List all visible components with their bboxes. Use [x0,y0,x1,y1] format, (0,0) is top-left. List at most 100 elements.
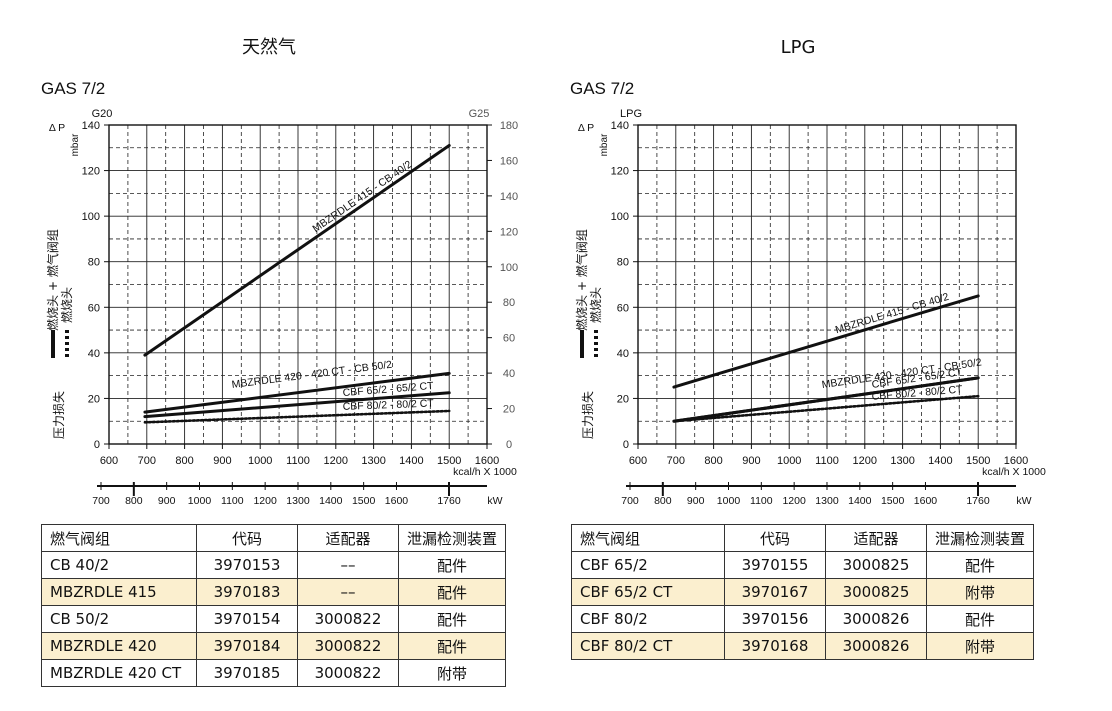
x-axis-unit: kcal/h X 1000 [453,466,517,478]
kw-tick-label: 1500 [352,495,376,507]
series-line [143,144,451,357]
table-row: CBF 65/2 CT 3970167 3000825 附带 [571,578,1035,606]
cell-gas-train: MBZRDLE 415 [41,578,197,606]
kw-tick-label: 1600 [385,495,409,507]
kw-tick-label: 1000 [717,495,741,507]
x-tick-label: 1000 [777,455,801,467]
y-tick-label: 0 [94,439,100,451]
y-tick-label: 40 [88,348,100,360]
series-label: MBZRDLE 415 - CB 40/2 [310,158,414,235]
y-tick-label: 80 [88,257,100,269]
gas-train-table-natural-gas: 燃气阀组 代码 适配器 泄漏检测装置 CB 40/2 3970153 –– 配件 MBZ… [41,524,507,687]
header-adapter: 适配器 [825,524,927,552]
series-line [143,391,451,419]
cell-adapter: 3000826 [825,605,927,633]
table-row: MBZRDLE 420 3970184 3000822 配件 [41,632,507,660]
x-tick-label: 1500 [437,455,461,467]
cell-adapter: 3000825 [825,551,927,579]
header-code: 代码 [196,524,298,552]
y-tick-label: 60 [617,302,629,314]
y-tick-label: 100 [82,211,100,223]
gas-train-table-lpg: 燃气阀组 代码 适配器 泄漏检测装置 CBF 65/2 3970155 300082… [571,524,1035,660]
legend-title: 压力损失 [51,391,66,439]
y-tick-label: 40 [617,348,629,360]
cell-leak-detector: 附带 [925,578,1035,606]
kw-tick-label: 1200 [253,495,277,507]
cell-leak-detector: 配件 [397,551,507,579]
cell-gas-train: CBF 80/2 CT [571,632,725,660]
y-tick-label: 100 [611,211,629,223]
x-tick-label: 1200 [853,455,877,467]
kw-tick-label: 1300 [815,495,839,507]
cell-gas-train: MBZRDLE 420 [41,632,197,660]
table-row: CB 50/2 3970154 3000822 配件 [41,605,507,633]
cell-leak-detector: 配件 [397,632,507,660]
cell-code: 3970154 [196,605,298,633]
x-tick-label: 900 [742,455,760,467]
x-tick-label: 700 [667,455,685,467]
series-label: MBZRDLE 415 - CB 40/2 [834,291,951,336]
cell-gas-train: CB 40/2 [41,551,197,579]
y-tick-label: 120 [611,166,629,178]
header-gas-train: 燃气阀组 [571,524,725,552]
x-tick-label: 700 [138,455,156,467]
y-tick-label: 120 [82,166,100,178]
cell-adapter: –– [297,578,399,606]
cell-adapter: 3000822 [297,605,399,633]
x-tick-label: 600 [629,455,647,467]
x-tick-label: 1600 [475,455,499,467]
table-row: CB 40/2 3970153 –– 配件 [41,551,507,579]
x-tick-label: 1500 [966,455,990,467]
series-line [672,294,980,389]
x-tick-label: 1300 [361,455,385,467]
unit-label: mbar [599,133,610,156]
header-gas-train: 燃气阀组 [41,524,197,552]
table-row: MBZRDLE 415 3970183 –– 配件 [41,578,507,606]
x-tick-label: 1000 [248,455,272,467]
table-header-row: 燃气阀组 代码 适配器 泄漏检测装置 [571,524,1035,552]
y-tick-label: 20 [617,393,629,405]
y-tick-label: 140 [82,120,100,132]
series-line [143,409,451,424]
x-tick-label: 900 [213,455,231,467]
x-tick-label: 1300 [890,455,914,467]
cell-adapter: 3000822 [297,632,399,660]
right-gas-label: G25 [469,108,490,120]
cell-leak-detector: 配件 [925,551,1035,579]
kw-tick-label: 1000 [188,495,212,507]
header-leak-detector: 泄漏检测装置 [397,524,507,552]
cell-leak-detector: 附带 [397,659,507,687]
x-tick-label: 800 [175,455,193,467]
cell-gas-train: CBF 80/2 [571,605,725,633]
cell-leak-detector: 附带 [925,632,1035,660]
y2-tick-label: 100 [500,262,518,274]
unit-label: mbar [70,133,81,156]
cell-adapter: 3000822 [297,659,399,687]
chart-subtitle: GAS 7/2 [570,79,634,98]
cell-leak-detector: 配件 [397,605,507,633]
kw-tick-label: 700 [92,495,110,507]
kw-unit: kW [1016,495,1031,507]
cell-leak-detector: 配件 [925,605,1035,633]
series-line [672,376,980,423]
y2-tick-label: 160 [500,155,518,167]
y-tick-label: 140 [611,120,629,132]
kw-tick-label: 1760 [966,495,990,507]
table-row: CBF 80/2 3970156 3000826 配件 [571,605,1035,633]
kw-tick-label: 800 [125,495,143,507]
header-code: 代码 [724,524,826,552]
table-header-row: 燃气阀组 代码 适配器 泄漏检测装置 [41,524,507,552]
cell-gas-train: MBZRDLE 420 CT [41,659,197,687]
cell-gas-train: CBF 65/2 [571,551,725,579]
chart-heading: 天然气 [242,37,296,58]
y-tick-label: 0 [623,439,629,451]
legend-solid-label: 燃烧头 + 燃气阀组 [45,229,60,331]
table-row: CBF 80/2 CT 3970168 3000826 附带 [571,632,1035,660]
delta-p-label: Δ P [49,122,65,134]
y2-tick-label: 80 [503,297,515,309]
kw-tick-label: 1100 [750,495,773,507]
cell-gas-train: CBF 65/2 CT [571,578,725,606]
cell-adapter: 3000825 [825,578,927,606]
